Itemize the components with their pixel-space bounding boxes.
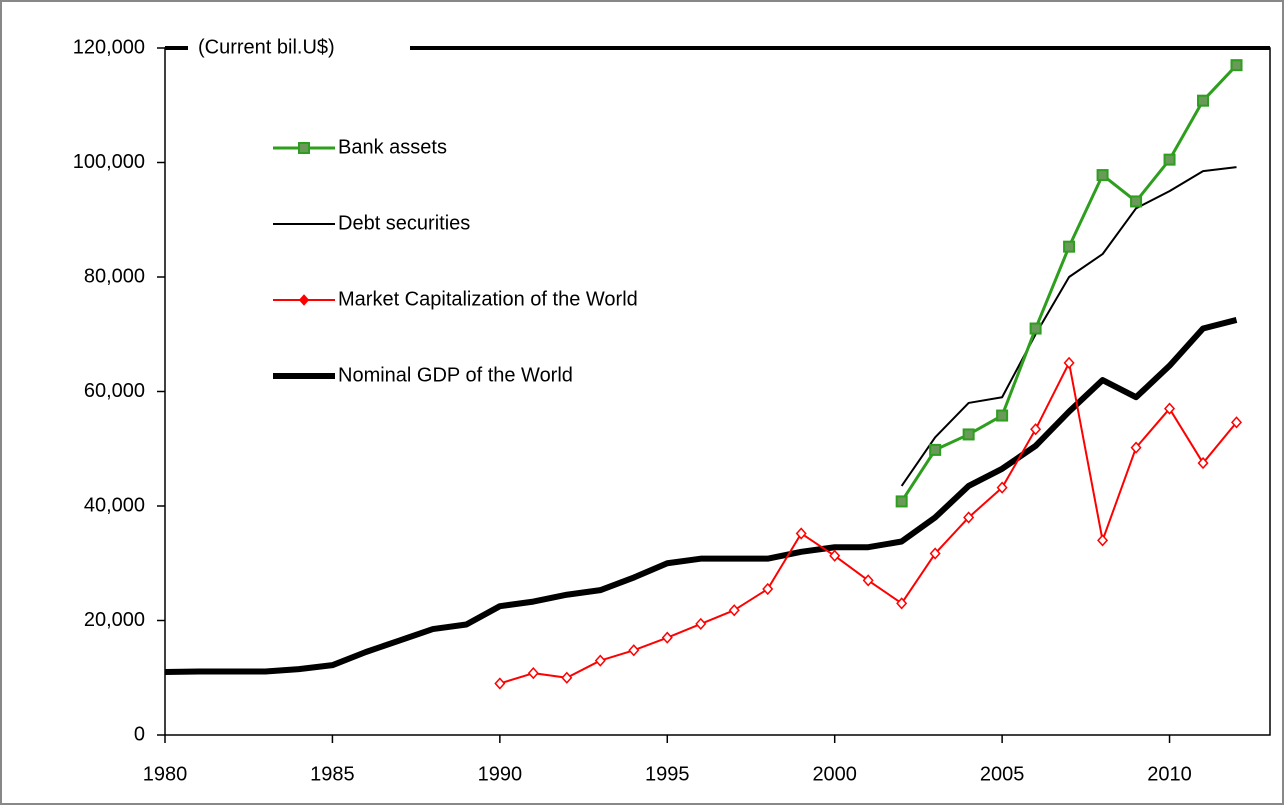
x-tick-label: 1995 (645, 763, 690, 785)
data-point (561, 671, 573, 684)
data-point (862, 574, 874, 587)
data-point (1230, 59, 1243, 72)
data-point (494, 677, 506, 690)
data-point (1030, 423, 1042, 436)
data-point (1231, 416, 1243, 429)
x-tick-label: 2000 (812, 763, 857, 785)
x-tick-label: 1985 (310, 763, 355, 785)
legend-label: Debt securities (338, 212, 470, 234)
data-point (795, 527, 807, 540)
data-point (829, 549, 841, 562)
data-point (895, 495, 908, 508)
data-point (929, 443, 942, 456)
y-tick-label: 0 (134, 723, 145, 745)
data-point (963, 511, 975, 524)
data-point (929, 547, 941, 560)
data-point (628, 644, 640, 657)
series-line (164, 317, 1238, 676)
x-tick-label: 1980 (143, 763, 188, 785)
data-point (1063, 240, 1076, 253)
data-point (1163, 153, 1176, 166)
data-point (728, 604, 740, 617)
legend-label: Nominal GDP of the World (338, 364, 573, 386)
y-tick-label: 40,000 (84, 494, 145, 516)
x-tick-label: 2005 (980, 763, 1025, 785)
data-point (896, 597, 908, 610)
data-point (1164, 402, 1176, 415)
data-point (996, 409, 1009, 422)
y-tick-label: 60,000 (84, 380, 145, 402)
legend-marker (298, 294, 310, 306)
data-point (1130, 441, 1142, 454)
y-tick-label: 120,000 (73, 36, 145, 58)
data-point (1130, 195, 1143, 208)
data-point (695, 617, 707, 631)
y-tick-label: 100,000 (73, 151, 145, 173)
ylabel-box (188, 32, 410, 64)
data-point (1063, 356, 1075, 369)
y-tick-label: 80,000 (84, 265, 145, 287)
legend-label: Bank assets (338, 136, 447, 158)
data-point (1097, 534, 1109, 547)
data-point (762, 582, 774, 596)
data-point (1197, 94, 1210, 107)
data-point (1096, 169, 1109, 182)
data-point (996, 481, 1008, 494)
data-point (962, 428, 975, 441)
series-line (900, 166, 1237, 487)
data-point (1197, 456, 1209, 470)
y-tick-label: 20,000 (84, 609, 145, 631)
data-point (1029, 322, 1042, 335)
x-tick-label: 2010 (1147, 763, 1192, 785)
data-point (594, 654, 606, 667)
x-tick-label: 1990 (478, 763, 523, 785)
legend-label: Market Capitalization of the World (338, 288, 638, 310)
data-point (661, 631, 673, 644)
y-axis-label: (Current bil.U$) (198, 36, 335, 58)
legend-marker (298, 142, 310, 154)
data-point (527, 667, 539, 680)
